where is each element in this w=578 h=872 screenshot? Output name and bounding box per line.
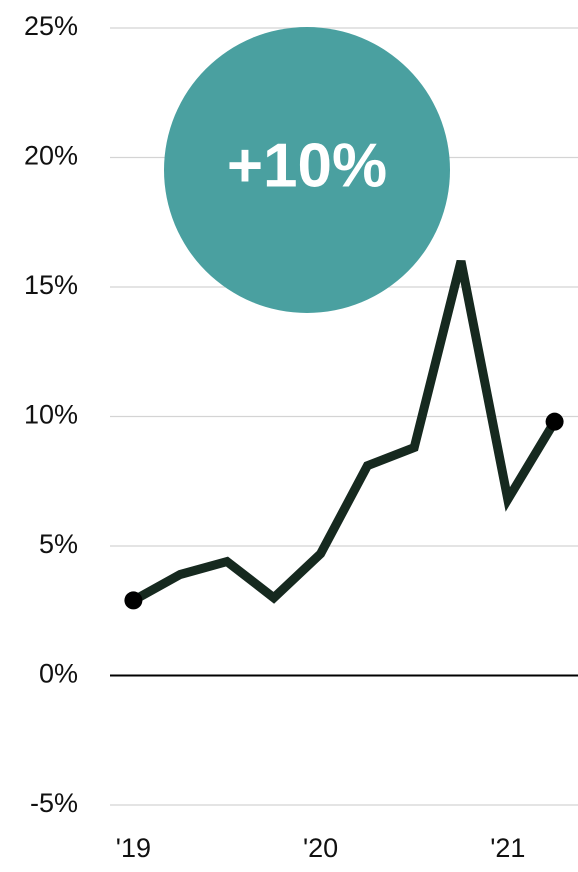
y-tick-label: 25% (24, 11, 78, 41)
x-tick-label: '20 (303, 833, 338, 863)
annotation-bubble (164, 27, 450, 313)
y-tick-label: -5% (30, 788, 78, 818)
y-tick-label: 20% (24, 141, 78, 171)
line (131, 260, 559, 605)
x-tick-label: '19 (116, 833, 151, 863)
y-tick-label: 10% (24, 400, 78, 430)
x-tick-label: '21 (490, 833, 525, 863)
end-marker (124, 591, 143, 610)
y-tick-label: 15% (24, 270, 78, 300)
y-tick-label: 0% (39, 659, 78, 689)
end-marker (545, 412, 564, 431)
annotation: +10% (227, 131, 387, 200)
y-tick-label: 5% (39, 529, 78, 559)
